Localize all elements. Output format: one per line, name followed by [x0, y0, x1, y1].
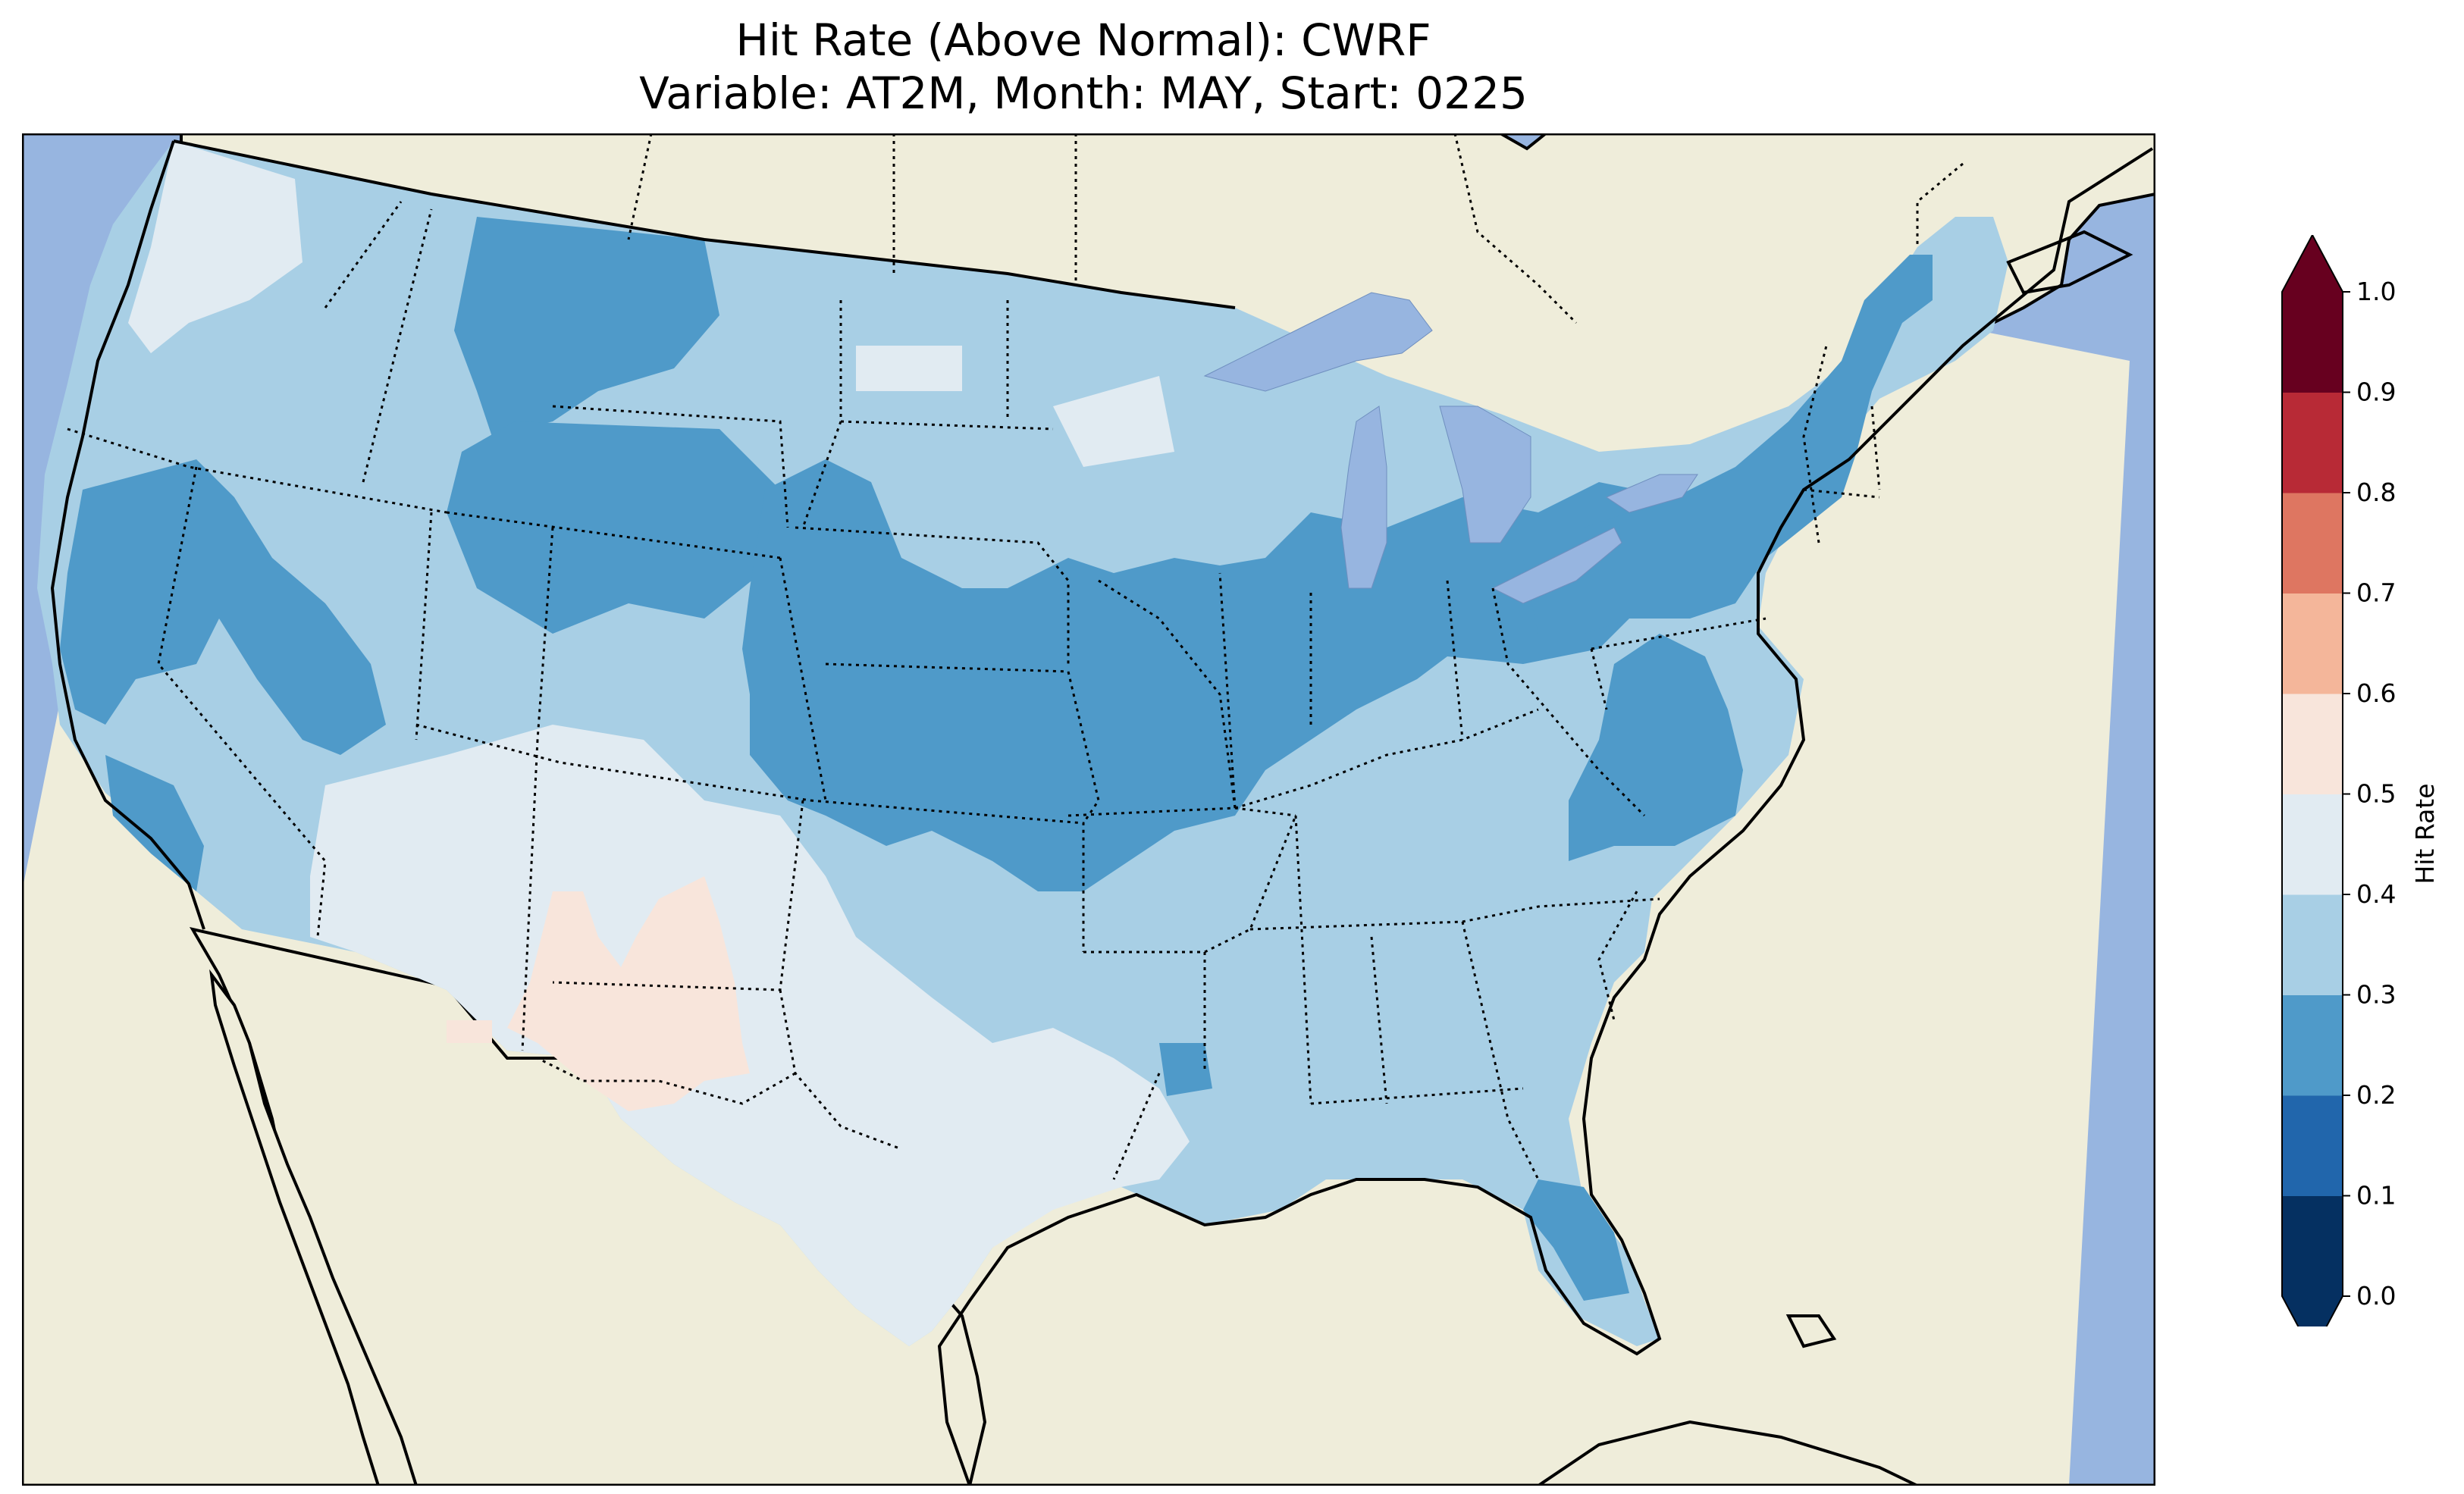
colorbar-bin: [2282, 1095, 2343, 1196]
colorbar-tick-label: 1.0: [2356, 277, 2396, 306]
region-northern-rockies: [454, 217, 719, 437]
colorbar-bin: [2282, 292, 2343, 393]
title-line-2: Variable: AT2M, Month: MAY, Start: 0225: [639, 67, 1528, 119]
colorbar-bins: [2281, 235, 2343, 1326]
lake-michigan: [1340, 406, 1387, 589]
lake-huron: [1439, 406, 1531, 543]
region-wyoming-colorado: [447, 421, 780, 634]
lake-ontario: [1605, 474, 1698, 513]
region-southwest: [310, 725, 1190, 1346]
colorbar-bin: [2282, 1195, 2343, 1297]
region-florida: [1523, 1179, 1629, 1301]
colorbar-extend-min: [2282, 1296, 2343, 1326]
region-new-mexico-south: [507, 876, 750, 1111]
region-socal: [105, 755, 204, 891]
region-california-nevada: [60, 459, 386, 755]
land-island-1: [1785, 1314, 1837, 1348]
lake-superior: [1203, 292, 1433, 392]
lake-erie: [1491, 527, 1622, 604]
colorbar-tick-label: 0.6: [2356, 678, 2396, 708]
colorbar-tick-label: 0.5: [2356, 779, 2396, 809]
region-mid-atlantic: [1569, 634, 1743, 861]
map-panel: [22, 133, 2155, 1486]
title-line-1: Hit Rate (Above Normal): CWRF: [735, 14, 1431, 66]
great-lakes: [1203, 292, 1698, 604]
region-lower-miss: [1159, 1043, 1212, 1096]
colorbar-tick-label: 0.3: [2356, 980, 2396, 1010]
region-minnesota-light: [1053, 376, 1174, 467]
colorbar-tick-label: 0.9: [2356, 377, 2396, 407]
colorbar-tick-label: 0.4: [2356, 879, 2396, 909]
map-title: Hit Rate (Above Normal): CWRF Variable: …: [0, 14, 2167, 120]
colorbar-bin: [2282, 994, 2343, 1096]
border-canada: [173, 139, 1236, 309]
colorbar-bin: [2282, 694, 2343, 794]
colorbar-label: Hit Rate: [2410, 783, 2440, 884]
colorbar-bin: [2282, 493, 2343, 594]
state-borders: [67, 201, 1881, 1180]
map-frame: [22, 133, 2155, 1486]
colorbar: 0.0 0.1 0.2 0.3 0.4 0.5 0.6 0.7 0.8 0.9 1.0 Hit Ra…: [2281, 235, 2440, 1326]
colorbar-ticks: 0.0 0.1 0.2 0.3 0.4 0.5 0.6 0.7 0.8 0.9 1.0: [2343, 277, 2396, 1311]
colorbar-tick-label: 0.8: [2356, 478, 2396, 507]
region-pinal-az: [447, 1020, 492, 1043]
colorbar-bin: [2282, 593, 2343, 694]
land-baja: [209, 969, 419, 1486]
colorbar-tick-label: 0.7: [2356, 578, 2396, 608]
colorbar-extend-max: [2282, 235, 2343, 292]
region-pacific-northwest: [128, 141, 303, 353]
canada-province-borders: [627, 133, 1964, 324]
colorbar-tick-label: 0.0: [2356, 1281, 2396, 1311]
region-northeast: [1523, 255, 1933, 634]
colorbar-tick-label: 0.1: [2356, 1181, 2396, 1211]
region-central-plains: [742, 459, 1660, 891]
colorbar-bin: [2282, 894, 2343, 995]
region-northern-plains-light: [856, 346, 962, 391]
colorbar-tick-label: 0.2: [2356, 1080, 2396, 1110]
colorbar-bin: [2282, 794, 2343, 895]
coastlines: [50, 140, 2154, 1486]
colorbar-bin: [2282, 392, 2343, 493]
land-cuba: [1535, 1420, 1918, 1486]
